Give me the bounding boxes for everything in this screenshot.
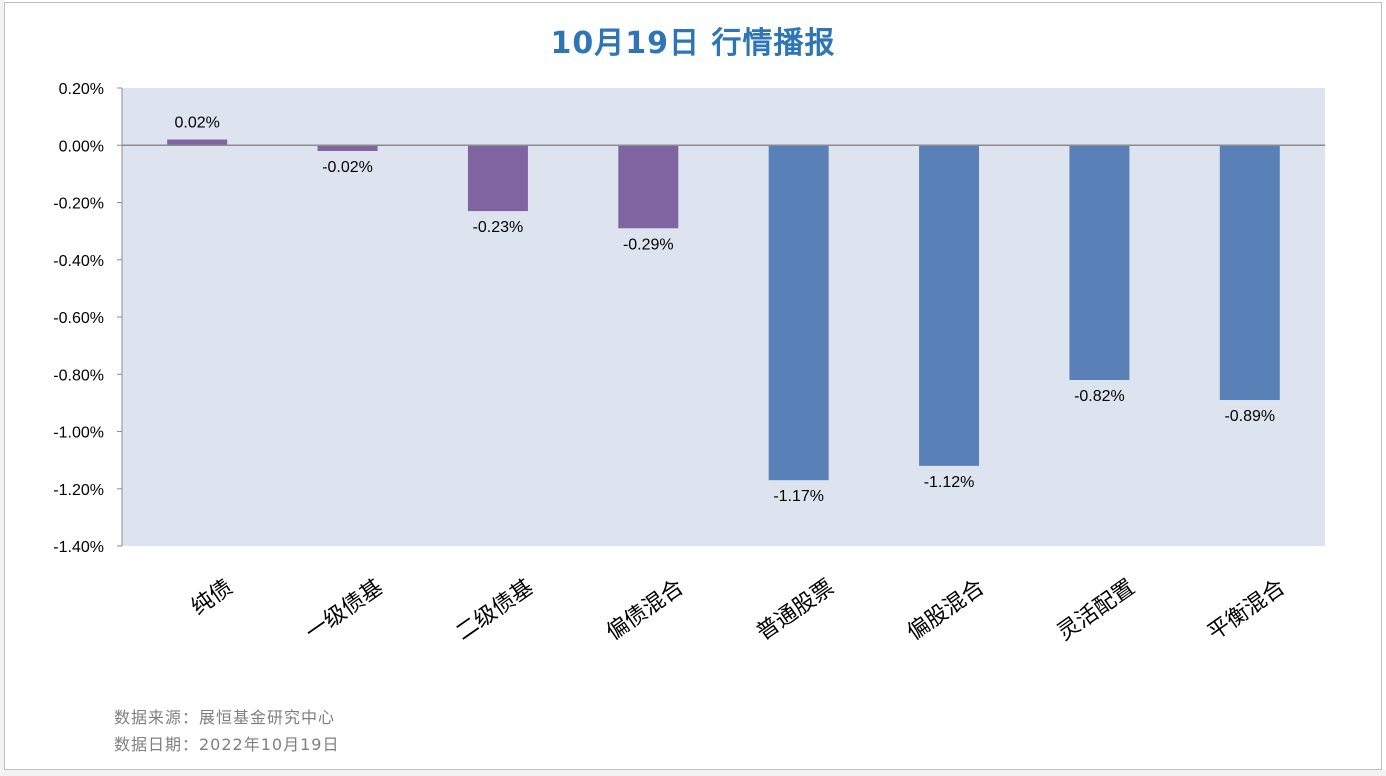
x-category-label: 一级债基 (301, 575, 387, 646)
bar (768, 145, 829, 481)
bar (1069, 145, 1130, 380)
chart-title: 10月19日 行情播报 (550, 26, 836, 61)
bar (167, 139, 228, 146)
x-category-label: 偏债混合 (602, 575, 688, 646)
sheet-edge-left (0, 0, 4, 776)
bar-value-label: -0.89% (1224, 408, 1275, 425)
bar (467, 145, 528, 212)
bar-value-label: -0.02% (322, 159, 373, 176)
y-axis: 0.20% 0.00% -0.20% -0.40% -0.60% -0.80% -1.00%… (53, 81, 123, 556)
bar (919, 145, 980, 466)
plot-area (122, 88, 1325, 546)
bar (317, 145, 378, 151)
y-tick-label: -1.40% (53, 539, 104, 556)
bar-value-label: -0.82% (1074, 388, 1125, 405)
bar-value-label: -1.17% (773, 488, 824, 505)
y-tick-label: -0.60% (53, 310, 104, 327)
sheet-edge-bottom (0, 770, 1386, 776)
x-category-label: 灵活配置 (1053, 575, 1139, 646)
y-tick-label: 0.00% (59, 138, 104, 155)
bars (167, 139, 1280, 481)
y-tick-label: -1.20% (53, 482, 104, 499)
y-tick-label: -1.00% (53, 425, 104, 442)
bar (618, 145, 679, 229)
x-category-label: 偏股混合 (903, 575, 989, 646)
y-tick-label: -0.20% (53, 196, 104, 213)
bar-value-label: 0.02% (175, 115, 220, 132)
bar-value-label: -0.23% (473, 219, 524, 236)
y-tick-label: -0.40% (53, 253, 104, 270)
x-category-label: 普通股票 (752, 575, 838, 646)
x-category-label: 二级债基 (452, 575, 538, 646)
data-labels: 0.02% -0.02% -0.23% -0.29% -1.17% -1.12% -0.82… (175, 115, 1276, 506)
bar-value-label: -0.29% (623, 236, 674, 253)
date-note: 数据日期：2022年10月19日 (114, 735, 340, 754)
x-category-label: 平衡混合 (1204, 575, 1290, 646)
y-tick-label: 0.20% (59, 81, 104, 98)
bar-chart: 0.20% 0.00% -0.20% -0.40% -0.60% -0.80% -1.00%… (53, 81, 1325, 646)
x-axis: 纯债 一级债基 二级债基 偏债混合 普通股票 偏股混合 灵活配置 平衡混合 (187, 575, 1290, 646)
x-category-label: 纯债 (187, 575, 237, 621)
source-note: 数据来源：展恒基金研究中心 (114, 708, 336, 727)
bar (1219, 145, 1280, 401)
y-tick-label: -0.80% (53, 367, 104, 384)
bar-value-label: -1.12% (924, 474, 975, 491)
